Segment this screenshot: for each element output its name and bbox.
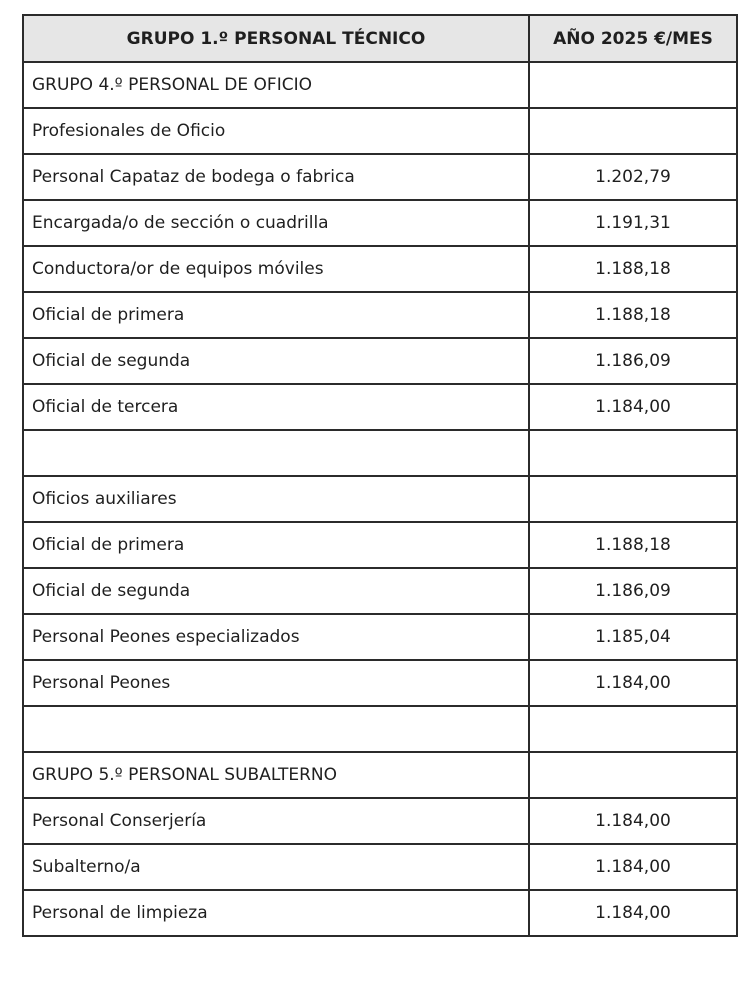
category-cell: [22, 705, 530, 753]
value-cell: 1.188,18: [528, 521, 738, 569]
table-row: GRUPO 5.º PERSONAL SUBALTERNO: [22, 751, 738, 799]
category-cell: Personal Capataz de bodega o fabrica: [22, 153, 530, 201]
value-cell: 1.184,00: [528, 659, 738, 707]
category-cell: Personal de limpieza: [22, 889, 530, 937]
category-cell: Conductora/or de equipos móviles: [22, 245, 530, 293]
table-row: Personal de limpieza 1.184,00: [22, 889, 738, 937]
category-column-header: GRUPO 1.º PERSONAL TÉCNICO: [22, 14, 530, 63]
category-cell: Personal Conserjería: [22, 797, 530, 845]
table-header-row: GRUPO 1.º PERSONAL TÉCNICO AÑO 2025 €/ME…: [22, 14, 738, 63]
category-cell: Oficial de primera: [22, 291, 530, 339]
value-cell: [528, 751, 738, 799]
table-row: Personal Peones especializados 1.185,04: [22, 613, 738, 661]
category-cell: Oficial de tercera: [22, 383, 530, 431]
value-cell: 1.184,00: [528, 843, 738, 891]
table-row: Oficial de segunda 1.186,09: [22, 567, 738, 615]
value-cell: 1.184,00: [528, 889, 738, 937]
value-cell: 1.184,00: [528, 383, 738, 431]
table-row: GRUPO 4.º PERSONAL DE OFICIO: [22, 61, 738, 109]
table-row: Conductora/or de equipos móviles 1.188,18: [22, 245, 738, 293]
table-row: Personal Peones 1.184,00: [22, 659, 738, 707]
value-cell: 1.185,04: [528, 613, 738, 661]
table-spacer-row: [22, 429, 738, 477]
category-cell: Encargada/o de sección o cuadrilla: [22, 199, 530, 247]
category-cell: Oficios auxiliares: [22, 475, 530, 523]
table-row: Encargada/o de sección o cuadrilla 1.191,…: [22, 199, 738, 247]
table-row: Subalterno/a 1.184,00: [22, 843, 738, 891]
table-row: Oficial de primera 1.188,18: [22, 291, 738, 339]
table-row: Profesionales de Oficio: [22, 107, 738, 155]
value-cell: 1.188,18: [528, 245, 738, 293]
table-row: Personal Capataz de bodega o fabrica 1.20…: [22, 153, 738, 201]
category-cell: Oficial de segunda: [22, 567, 530, 615]
table-row: Oficial de primera 1.188,18: [22, 521, 738, 569]
category-cell: GRUPO 5.º PERSONAL SUBALTERNO: [22, 751, 530, 799]
value-cell: 1.191,31: [528, 199, 738, 247]
category-cell: [22, 429, 530, 477]
table-spacer-row: [22, 705, 738, 753]
value-column-header: AÑO 2025 €/MES: [528, 14, 738, 63]
category-cell: Oficial de primera: [22, 521, 530, 569]
category-cell: Oficial de segunda: [22, 337, 530, 385]
value-cell: [528, 429, 738, 477]
category-cell: Personal Peones especializados: [22, 613, 530, 661]
table-body: GRUPO 4.º PERSONAL DE OFICIO Profesionale…: [22, 61, 738, 937]
salary-table: GRUPO 1.º PERSONAL TÉCNICO AÑO 2025 €/ME…: [22, 14, 738, 937]
table-row: Oficios auxiliares: [22, 475, 738, 523]
value-cell: 1.188,18: [528, 291, 738, 339]
category-cell: Personal Peones: [22, 659, 530, 707]
category-cell: GRUPO 4.º PERSONAL DE OFICIO: [22, 61, 530, 109]
category-cell: Subalterno/a: [22, 843, 530, 891]
table-row: Oficial de tercera 1.184,00: [22, 383, 738, 431]
table-row: Oficial de segunda 1.186,09: [22, 337, 738, 385]
value-cell: 1.186,09: [528, 337, 738, 385]
category-cell: Profesionales de Oficio: [22, 107, 530, 155]
value-cell: 1.184,00: [528, 797, 738, 845]
value-cell: [528, 475, 738, 523]
value-cell: 1.186,09: [528, 567, 738, 615]
value-cell: [528, 705, 738, 753]
table-row: Personal Conserjería 1.184,00: [22, 797, 738, 845]
value-cell: [528, 107, 738, 155]
value-cell: 1.202,79: [528, 153, 738, 201]
value-cell: [528, 61, 738, 109]
